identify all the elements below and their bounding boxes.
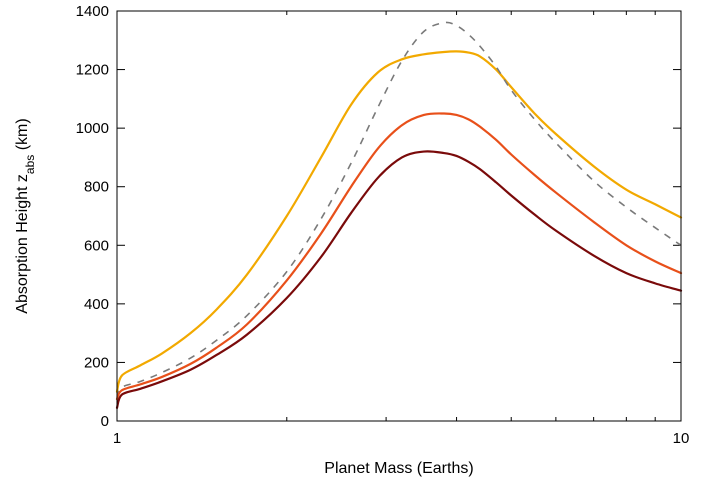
y-axis-title-subscript: abs [23, 155, 37, 174]
y-axis-title-suffix: (km) [14, 118, 31, 154]
y-tick-label: 400 [84, 296, 109, 313]
y-tick-label: 600 [84, 237, 109, 254]
y-tick-label: 200 [84, 354, 109, 371]
x-axis-title: Planet Mass (Earths) [324, 460, 473, 477]
x-tick-label: 10 [673, 430, 690, 447]
plot-frame [116, 10, 682, 422]
y-axis-title: Absorption Height zabs (km) [14, 118, 37, 313]
y-tick-label: 0 [101, 413, 109, 430]
series-line-1 [115, 50, 683, 393]
x-tick-label: 1 [113, 430, 121, 447]
y-tick-label: 1000 [76, 120, 109, 137]
series-line-3 [115, 112, 683, 401]
y-tick-label: 1400 [76, 3, 109, 20]
y-tick-label: 1200 [76, 62, 109, 79]
series-line-2 [116, 21, 682, 398]
series-lines [115, 21, 683, 409]
y-axis-title-main: Absorption Height z [14, 174, 31, 314]
y-axis-ticks: 0 200 400 600 800 1000 1200 1400 [76, 3, 681, 430]
series-line-4 [115, 150, 683, 409]
y-tick-label: 800 [84, 179, 109, 196]
